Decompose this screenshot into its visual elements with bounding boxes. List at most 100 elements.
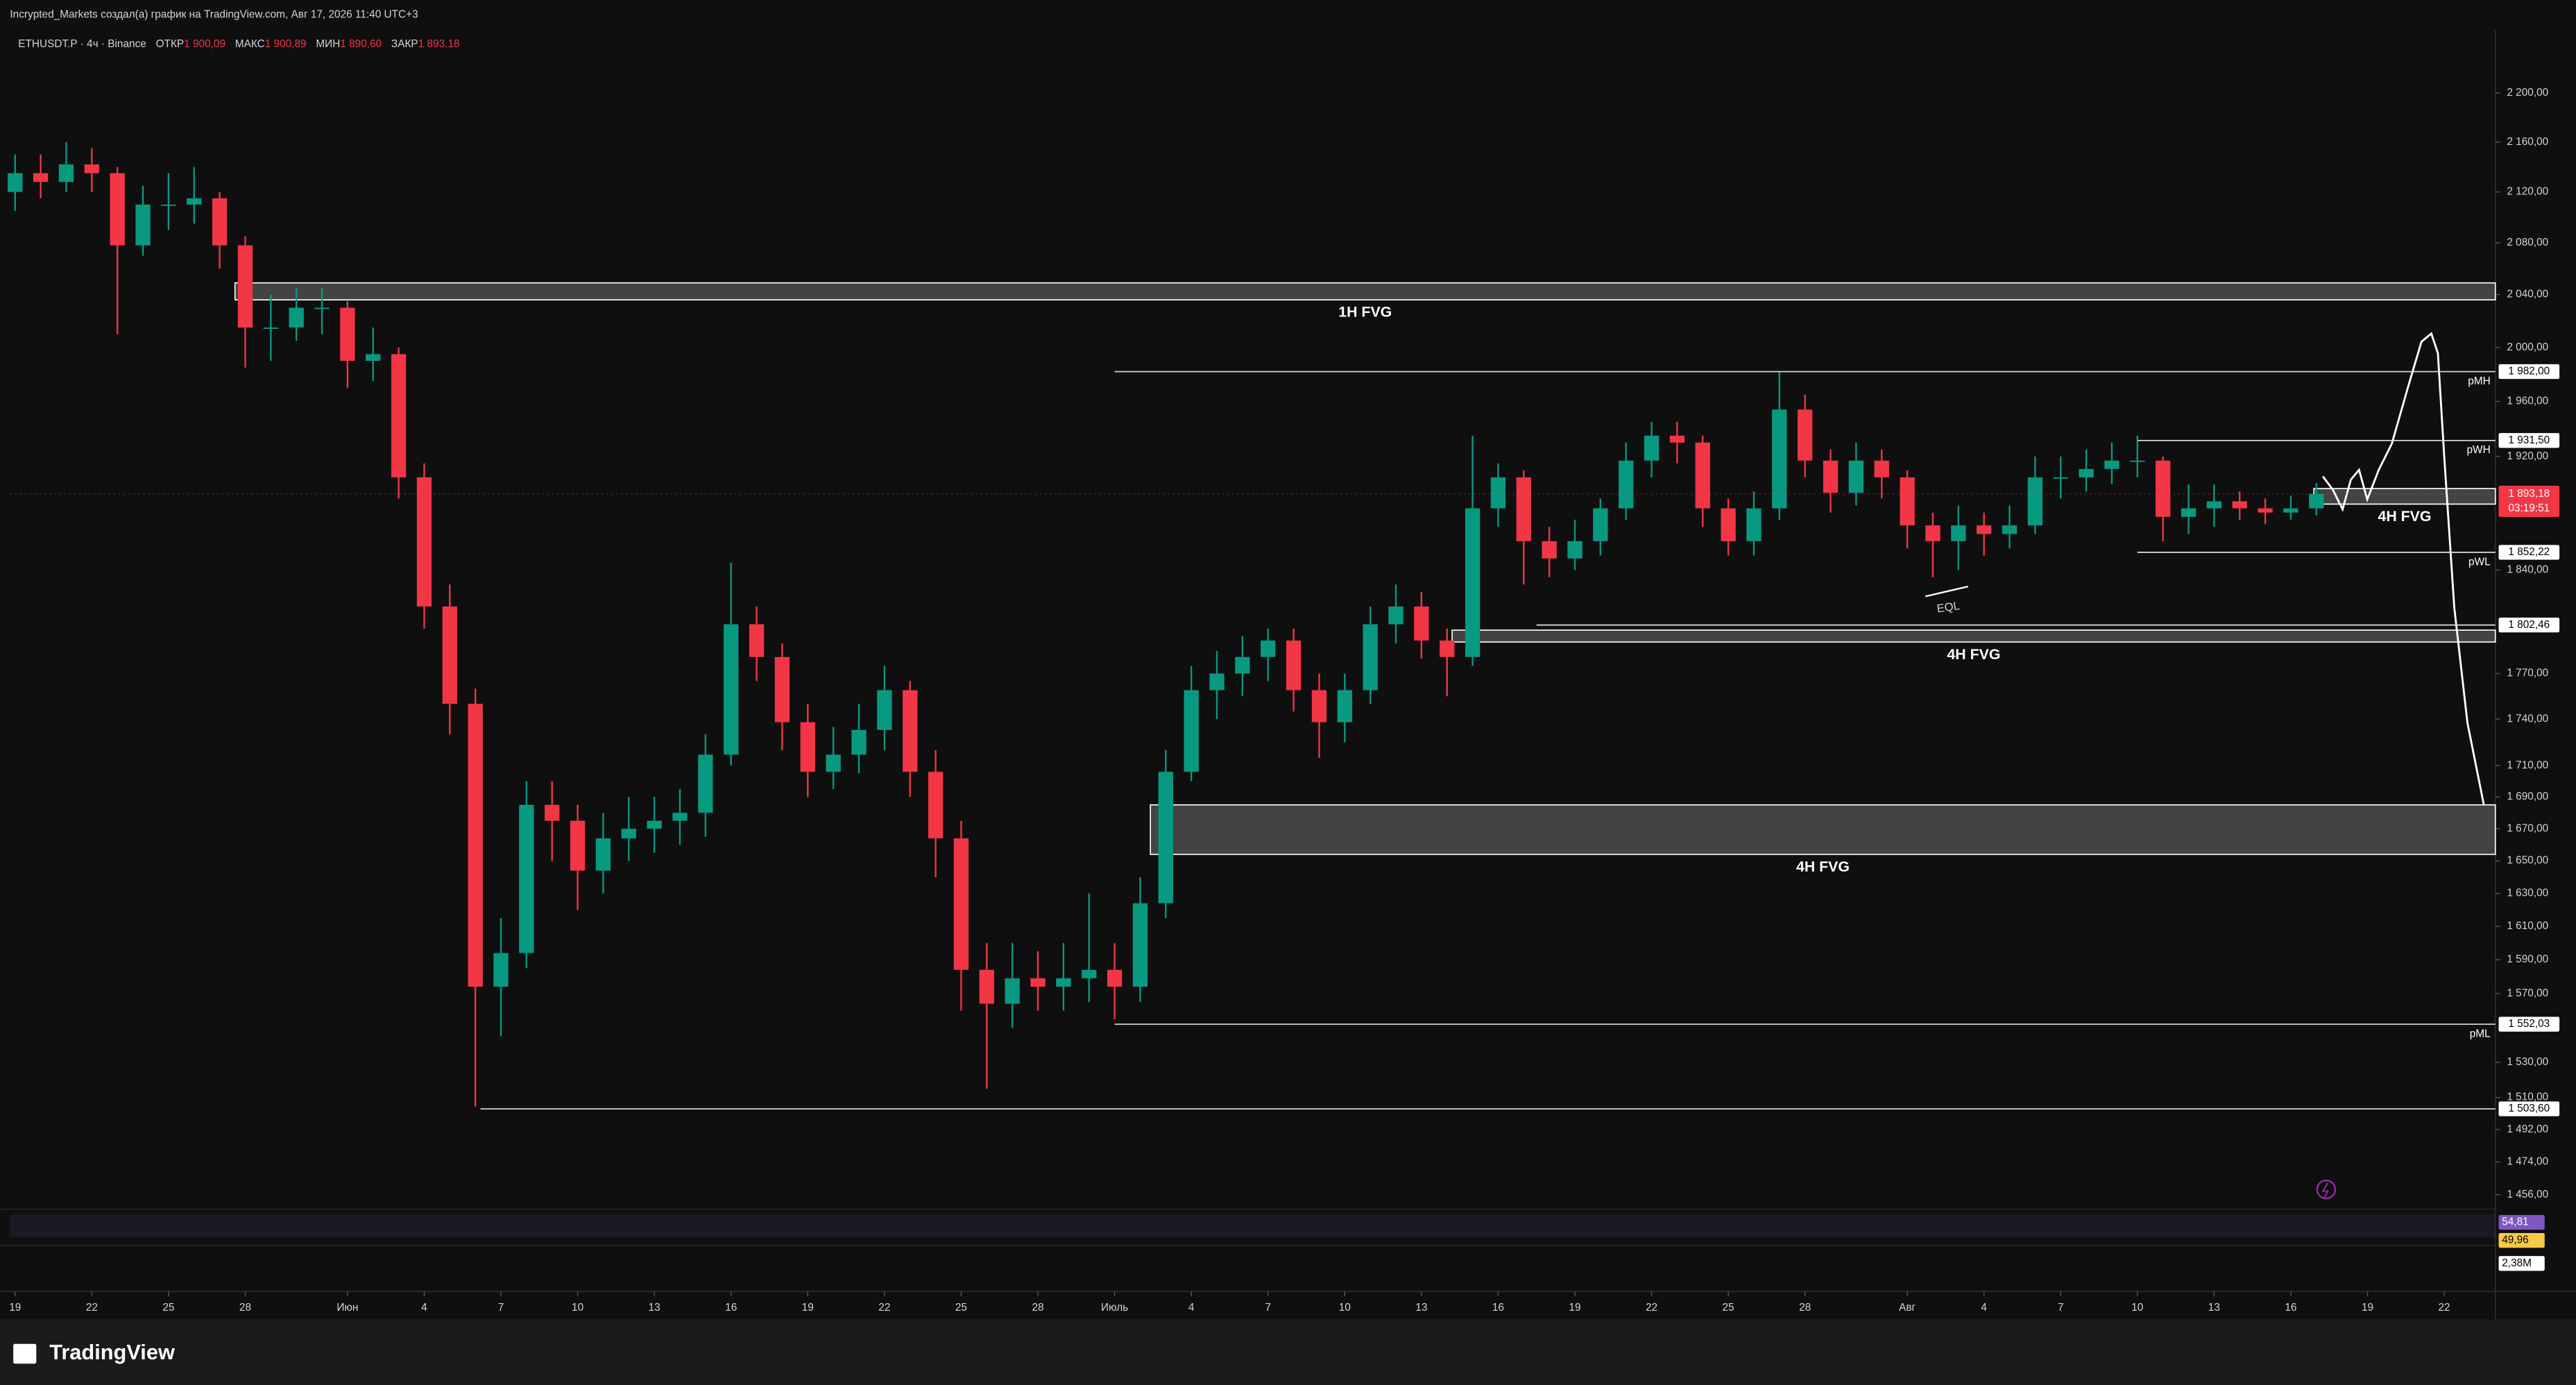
candle-body — [595, 838, 611, 871]
candle-body — [1644, 435, 1660, 461]
candle-body — [1798, 409, 1813, 461]
candle-body — [2206, 501, 2222, 509]
candle-body — [110, 173, 125, 246]
alert-icon-bolt — [2321, 1182, 2329, 1198]
candle-body — [1235, 656, 1250, 674]
candle-body — [2002, 525, 2018, 534]
y-tick-label: 1 630,00 — [2507, 887, 2548, 899]
candle-body — [1056, 978, 1071, 987]
candle-body — [1311, 690, 1327, 722]
x-tick-label: 25 — [955, 1302, 967, 1314]
y-tick-label: 2 160,00 — [2507, 136, 2548, 148]
candle-body — [187, 198, 202, 205]
y-tick-label: 1 570,00 — [2507, 987, 2548, 999]
x-tick-label: 22 — [2439, 1302, 2450, 1314]
countdown: 03:19:51 — [2508, 502, 2550, 514]
author-line: Incrypted_Markets создал(а) график на Tr… — [10, 8, 418, 20]
candle-body — [1414, 606, 1429, 641]
candle-body — [1363, 624, 1378, 690]
candle-body — [263, 328, 278, 329]
fvg-zone — [2313, 488, 2496, 505]
level-box — [2498, 1017, 2560, 1032]
x-tick-label: 22 — [1646, 1302, 1657, 1314]
candle-body — [570, 820, 586, 871]
x-tick-label: 19 — [2362, 1302, 2373, 1314]
candle-body — [289, 307, 304, 328]
fvg-label: 4H FVG — [1796, 858, 1850, 875]
drawn-path — [2322, 332, 2485, 806]
candle-body — [979, 969, 994, 1004]
candle-body — [826, 754, 841, 772]
y-tick-label: 1 510,00 — [2507, 1091, 2548, 1103]
x-tick-label: 25 — [162, 1302, 174, 1314]
level-box — [2498, 433, 2560, 448]
candle-body — [2053, 477, 2068, 479]
candle-body — [493, 953, 509, 987]
candle-body — [366, 354, 381, 362]
y-tick-label: 1 710,00 — [2507, 759, 2548, 771]
x-tick-label: 7 — [1265, 1302, 1271, 1314]
candle-body — [800, 722, 815, 772]
level-label: 1 931,50 — [2508, 434, 2550, 446]
x-tick-label: 4 — [1188, 1302, 1195, 1314]
ohlc-label: ЗАКР — [391, 38, 418, 50]
candle-body — [1490, 477, 1506, 509]
candle-body — [2104, 460, 2119, 469]
ohlc-label: МИН — [316, 38, 340, 50]
candle-body — [1925, 525, 1940, 541]
y-tick-label: 2 200,00 — [2507, 87, 2548, 99]
candle-body — [1669, 435, 1685, 443]
x-tick-label: 22 — [86, 1302, 98, 1314]
level-label: 1 503,60 — [2508, 1103, 2550, 1114]
candle-body — [237, 245, 253, 328]
candle-body — [928, 772, 944, 839]
candle-body — [1005, 978, 1020, 1004]
level-name: pWH — [2467, 444, 2491, 456]
candle-body — [1977, 525, 1992, 534]
candle-body — [1772, 409, 1787, 509]
level-box — [2498, 364, 2560, 380]
symbol: ETHUSDT.P · 4ч · Binance — [18, 38, 146, 50]
candle-body — [621, 829, 636, 839]
y-tick-label: 1 690,00 — [2507, 791, 2548, 803]
x-tick-label: 7 — [498, 1302, 504, 1314]
indicator-label: 49,96 — [2502, 1234, 2528, 1246]
ohlc-label: МАКС — [235, 38, 265, 50]
x-tick-label: Авг — [1899, 1302, 1916, 1314]
candle-body — [1082, 969, 1097, 978]
candle-body — [1951, 525, 1966, 541]
candle-body — [2283, 508, 2298, 513]
fvg-zone — [234, 282, 2496, 300]
y-tick-label: 1 590,00 — [2507, 953, 2548, 965]
x-tick-label: 28 — [1799, 1302, 1811, 1314]
candle-body — [851, 729, 867, 755]
candle-body — [1184, 690, 1199, 772]
x-tick-label: 13 — [2208, 1302, 2220, 1314]
annotation: EQL — [1936, 599, 1960, 615]
level-label: 1 852,22 — [2508, 546, 2550, 558]
candle-body — [468, 704, 483, 987]
candle-body — [340, 307, 355, 362]
x-tick-label: 25 — [1723, 1302, 1734, 1314]
candle-body — [1721, 508, 1736, 541]
alert-icon[interactable] — [2316, 1180, 2337, 1200]
ohlc-value: 1 893,18 — [418, 38, 460, 50]
x-tick-label: 16 — [2285, 1302, 2296, 1314]
level-name: pWL — [2468, 556, 2491, 568]
candle-body — [1132, 903, 1148, 987]
candle-body — [1158, 772, 1173, 903]
candle-body — [1567, 541, 1583, 559]
x-tick-label: 28 — [239, 1302, 251, 1314]
level-box — [2498, 545, 2560, 560]
indicator-label: 54,81 — [2502, 1216, 2528, 1228]
x-tick-label: 19 — [1569, 1302, 1580, 1314]
x-tick-label: 19 — [9, 1302, 21, 1314]
level-label: 1 982,00 — [2508, 366, 2550, 377]
candle-body — [314, 307, 330, 309]
x-tick-label: 28 — [1032, 1302, 1043, 1314]
rsi-band — [10, 1214, 2496, 1237]
candle-body — [1465, 508, 1481, 657]
y-tick-label: 1 960,00 — [2507, 396, 2548, 407]
candle-body — [161, 204, 176, 206]
ohlc-label: ОТКР — [156, 38, 185, 50]
